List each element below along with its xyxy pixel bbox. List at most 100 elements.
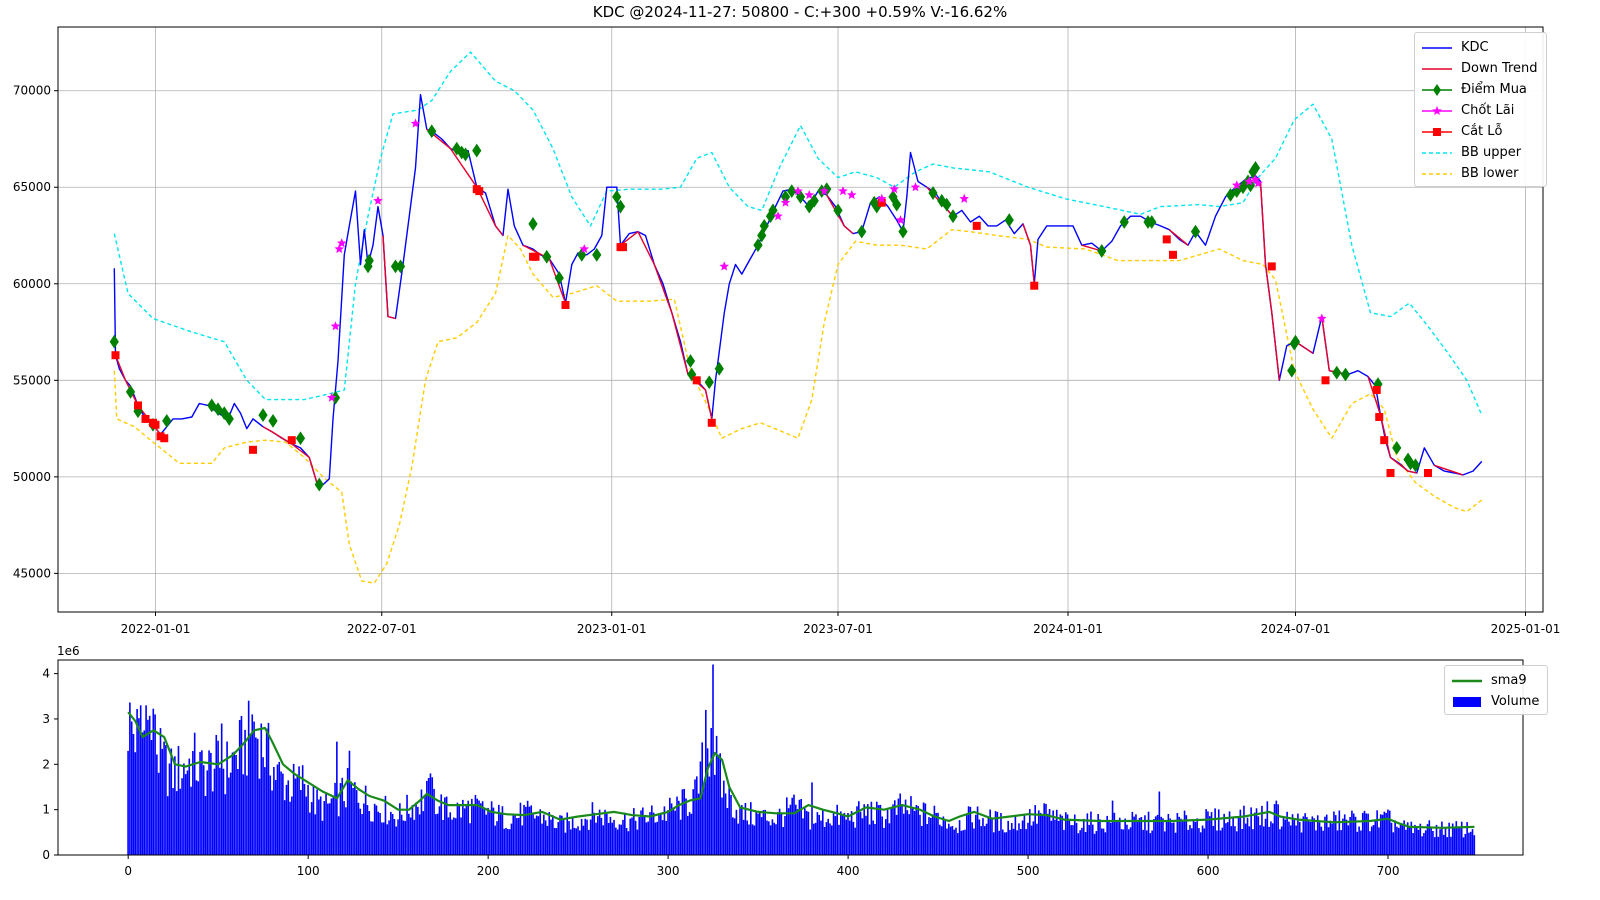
volume-bar <box>1068 820 1071 855</box>
volume-bar <box>1291 814 1294 855</box>
volume-bar <box>557 822 560 855</box>
volume-bar <box>663 806 666 855</box>
volume-bar <box>310 802 313 855</box>
volume-x-tick-label: 400 <box>837 864 860 878</box>
volume-bar <box>953 829 955 855</box>
volume-bar <box>417 806 419 855</box>
volume-bar <box>687 815 689 855</box>
volume-bar <box>456 802 459 855</box>
volume-bar <box>1005 832 1008 855</box>
volume-bar <box>1050 820 1053 855</box>
volume-bar <box>1117 820 1119 855</box>
volume-bar <box>262 757 264 855</box>
buy-marker <box>213 402 223 417</box>
volume-bar <box>1066 814 1069 855</box>
volume-bar <box>1145 830 1148 855</box>
volume-bar <box>418 814 421 855</box>
volume-bar <box>1163 831 1166 855</box>
volume-bar <box>516 818 518 855</box>
volume-bar <box>1034 805 1036 855</box>
volume-bar <box>613 819 615 855</box>
volume-x-tick-label: 100 <box>297 864 320 878</box>
legend-volume-patch <box>1453 696 1481 707</box>
legend-item-bb_upper: BB upper <box>1421 142 1538 163</box>
volume-bar <box>962 830 964 855</box>
volume-bar <box>1095 831 1098 855</box>
volume-bar <box>1212 826 1215 855</box>
volume-bar <box>1032 821 1035 855</box>
volume-bar <box>825 822 828 855</box>
volume-bar <box>1365 813 1368 855</box>
legend-label: Điểm Mua <box>1461 82 1527 97</box>
volume-bar <box>454 818 457 855</box>
volume-bar <box>503 828 506 855</box>
stoploss-marker <box>1321 376 1330 385</box>
volume-bar <box>559 815 561 855</box>
buy-marker <box>224 412 234 426</box>
volume-bar <box>1237 817 1240 855</box>
volume-bar <box>777 812 779 855</box>
volume-bar <box>625 828 628 855</box>
volume-bar <box>1426 824 1429 855</box>
volume-bar <box>1142 829 1144 855</box>
volume-bar <box>1417 829 1420 855</box>
volume-bar <box>678 800 680 855</box>
volume-bar <box>501 806 504 855</box>
volume-bar <box>231 752 234 855</box>
takeprofit-marker <box>780 197 791 207</box>
volume-bar <box>543 814 545 855</box>
volume-bar <box>580 819 583 855</box>
volume-bar <box>1333 811 1335 855</box>
volume-bar <box>638 817 641 855</box>
volume-bar <box>566 812 569 855</box>
stoploss-marker <box>1386 468 1395 477</box>
volume-bar <box>321 820 324 855</box>
volume-bar <box>350 781 353 855</box>
volume-bar <box>204 796 207 855</box>
volume-bar <box>933 805 936 855</box>
volume-bar <box>1097 814 1099 855</box>
volume-bar <box>1410 821 1413 855</box>
volume-bar <box>1239 809 1242 855</box>
buy-marker <box>258 408 268 422</box>
volume-bar <box>627 831 630 855</box>
volume-bar <box>1298 822 1301 855</box>
volume-bar <box>174 756 176 855</box>
volume-bar <box>1471 829 1474 855</box>
volume-bar <box>469 823 471 855</box>
volume-bar <box>555 828 558 855</box>
volume-bar <box>226 741 228 855</box>
buy-marker <box>833 203 843 218</box>
volume-bar <box>897 798 900 855</box>
volume-bar <box>937 812 939 855</box>
volume-bar <box>1352 813 1355 855</box>
buy-marker <box>928 186 938 200</box>
volume-bar <box>1271 823 1274 855</box>
takeprofit-marker <box>1244 176 1254 186</box>
volume-bar <box>467 800 470 855</box>
volume-x-tick-label: 600 <box>1197 864 1220 878</box>
volume-bar <box>408 813 410 855</box>
volume-bar <box>192 751 194 855</box>
volume-bar <box>861 818 864 855</box>
volume-bar <box>1136 820 1139 855</box>
volume-bar <box>589 819 592 855</box>
legend-label: BB upper <box>1461 145 1522 160</box>
volume-bar <box>575 828 578 855</box>
volume-bar <box>1149 833 1152 855</box>
volume-bar <box>723 780 725 855</box>
volume-bar <box>1424 830 1427 855</box>
volume-bar <box>397 819 399 855</box>
price-lines <box>113 51 1483 584</box>
volume-bar <box>420 789 423 855</box>
volume-bar <box>485 814 488 855</box>
takeprofit-marker <box>804 190 814 199</box>
volume-bar <box>1442 834 1445 855</box>
volume-bar <box>1340 830 1342 855</box>
volume-bar <box>1390 822 1393 855</box>
buy-marker <box>109 334 119 349</box>
volume-bar <box>719 753 722 855</box>
volume-bar <box>1378 827 1380 855</box>
volume-bar <box>514 815 516 855</box>
volume-bar <box>402 820 405 855</box>
